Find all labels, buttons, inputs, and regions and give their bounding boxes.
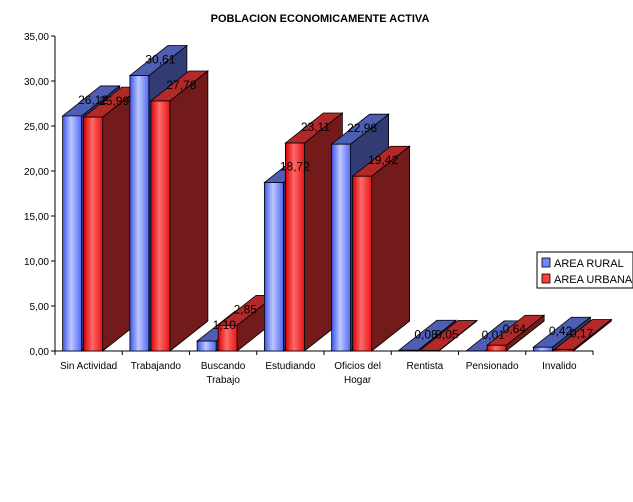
bar-front-face — [486, 344, 507, 352]
bar-side-face — [169, 70, 209, 352]
bar-front-face — [263, 182, 284, 352]
x-category-label: Trabajando — [131, 361, 182, 372]
legend-swatch — [541, 257, 551, 268]
bar-front-face — [553, 349, 574, 352]
data-label: 0,64 — [503, 322, 527, 336]
bar-front-face — [196, 340, 217, 352]
x-category-label: Estudiando — [265, 361, 315, 372]
data-label: 0,08 — [414, 327, 438, 341]
bar-rural — [532, 316, 592, 352]
y-tick-label: 0,00 — [30, 347, 50, 358]
bar-front-face — [532, 346, 553, 352]
bar-front-face — [150, 100, 171, 352]
bar-front-face — [83, 116, 104, 352]
plot-area: 0,00 5,00 10,00 15,00 20,00 25,00 30,00 35,00 26… — [24, 32, 613, 386]
data-label: 27,78 — [166, 78, 196, 92]
x-category-label: Oficios del Hogar — [334, 361, 381, 386]
data-label: 25,99 — [99, 94, 129, 108]
x-category-label: Pensionado — [466, 361, 519, 372]
x-category-label: Buscando Trabajo — [201, 361, 246, 386]
x-category-label: Rentista — [407, 361, 444, 372]
bar-front-face — [62, 115, 83, 352]
x-category-label: Sin Actividad — [60, 361, 117, 372]
bar-urbana — [485, 314, 546, 352]
data-label: 26,12 — [78, 93, 108, 107]
bar-urbana — [149, 70, 210, 352]
bar-urbana — [418, 319, 479, 352]
bar-front-face — [352, 175, 373, 352]
y-tick-label: 15,00 — [24, 212, 49, 223]
y-tick-label: 35,00 — [24, 32, 49, 43]
x-category-label: Invalido — [542, 361, 577, 372]
data-label: 22,98 — [347, 121, 377, 135]
bar-front-face — [129, 75, 150, 352]
data-label: 0,42 — [549, 324, 573, 338]
y-tick-label: 30,00 — [24, 77, 49, 88]
chart-title: POBLACION ECONOMICAMENTE ACTIVA — [211, 13, 430, 25]
legend-swatch — [541, 273, 551, 284]
bar-urbana — [351, 145, 411, 352]
data-label: 0,01 — [482, 328, 506, 342]
y-tick-label: 5,00 — [30, 302, 50, 313]
data-label: 0,05 — [435, 328, 459, 342]
bar-side-face — [371, 145, 411, 352]
bar-urbana — [553, 318, 613, 352]
y-tick-label: 20,00 — [24, 167, 49, 178]
data-label: 2,85 — [234, 302, 258, 316]
y-tick-label: 25,00 — [24, 122, 49, 133]
legend-box — [536, 251, 633, 289]
bar-rural — [397, 319, 458, 352]
data-label: 30,61 — [145, 53, 175, 67]
y-tick-label: 10,00 — [24, 257, 49, 268]
legend-label: AREA URBANA — [554, 274, 633, 286]
legend-label: AREA RURAL — [554, 258, 624, 270]
data-label: 1,10 — [213, 318, 237, 332]
data-label: 0,17 — [570, 326, 594, 340]
bar-front-face — [217, 324, 238, 352]
bar-front-face — [284, 142, 305, 352]
data-label: 19,42 — [368, 153, 398, 167]
bar-front-face — [398, 349, 419, 352]
bar-front-face — [331, 143, 352, 352]
data-label: 18,72 — [280, 160, 310, 174]
legend: AREA RURAL AREA URBANA — [536, 251, 633, 289]
data-label: 23,11 — [301, 120, 330, 134]
